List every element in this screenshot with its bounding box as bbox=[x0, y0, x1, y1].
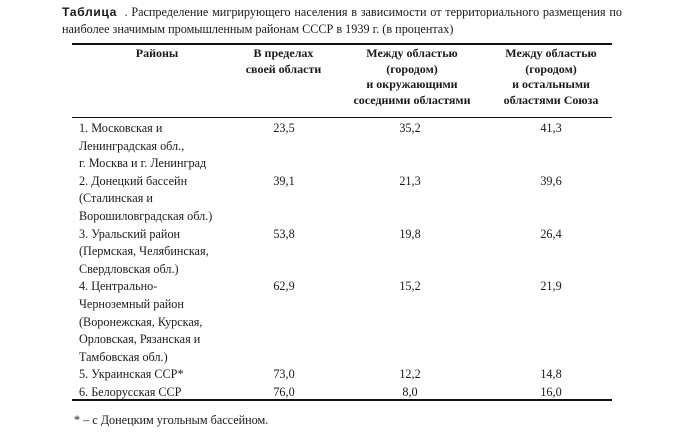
region-name-line: г. Москва и г. Ленинград bbox=[79, 156, 207, 171]
header-line: соседними областями bbox=[353, 92, 471, 107]
region-name: 2. Донецкий бассейн (Сталинская и Ворошило… bbox=[79, 173, 259, 226]
header-line: своей области bbox=[245, 61, 322, 76]
value-within-region: 62,9 bbox=[273, 279, 295, 294]
value-within-region: 23,5 bbox=[273, 121, 295, 135]
region-name-line: (Сталинская и bbox=[79, 191, 153, 206]
region-name: 4. Центрально- Черноземный район (Воронежс… bbox=[79, 278, 259, 366]
region-name-line: 2. Донецкий бассейн bbox=[79, 173, 188, 188]
region-name: 6. Белорусская ССР bbox=[79, 384, 259, 402]
header-line: (городом) bbox=[525, 61, 577, 76]
caption-text: . Распределение мигрирующего населения в… bbox=[62, 5, 622, 36]
value-other-regions: 14,8 bbox=[540, 367, 562, 382]
region-name-line: 3. Уральский район bbox=[79, 226, 181, 241]
header-line: Районы bbox=[135, 46, 179, 60]
value-within-region: 76,0 bbox=[273, 385, 295, 399]
region-name-line: 1. Московская и bbox=[79, 121, 163, 135]
header-line: В пределах bbox=[253, 46, 314, 60]
value-neighbor-regions: 21,3 bbox=[399, 173, 421, 188]
region-name-line: Ворошиловградская обл.) bbox=[79, 208, 213, 223]
region-name-line: Свердловская обл.) bbox=[79, 261, 179, 276]
header-line: и остальными bbox=[512, 77, 590, 91]
value-other-regions: 39,6 bbox=[540, 173, 562, 188]
caption-label: Таблица bbox=[62, 5, 117, 19]
value-neighbor-regions: 8,0 bbox=[402, 385, 418, 399]
header-line: Между областью bbox=[366, 46, 458, 60]
value-within-region: 53,8 bbox=[273, 226, 295, 241]
value-neighbor-regions: 12,2 bbox=[399, 367, 421, 382]
header-other-regions: Между областью (городом) и остальными облас… bbox=[486, 46, 616, 108]
value-other-regions: 21,9 bbox=[540, 279, 562, 294]
region-name: 3. Уральский район (Пермская, Челябинская… bbox=[79, 226, 259, 279]
value-other-regions: 26,4 bbox=[540, 226, 562, 241]
region-name-line: (Воронежская, Курская, bbox=[79, 314, 203, 329]
header-regions: Районы bbox=[72, 46, 242, 62]
region-name: 5. Украинская ССР* bbox=[79, 366, 259, 384]
value-neighbor-regions: 35,2 bbox=[399, 121, 421, 135]
region-name-line: (Пермская, Челябинская, bbox=[79, 244, 209, 259]
region-name: 1. Московская и Ленинградская обл., г. Мос… bbox=[79, 120, 259, 173]
value-other-regions: 16,0 bbox=[540, 385, 562, 399]
table-bottom-rule bbox=[72, 399, 612, 401]
table-footnote: * – с Донецким угольным бассейном. bbox=[74, 413, 269, 427]
header-line: и окружающими bbox=[366, 77, 458, 91]
value-other-regions: 41,3 bbox=[540, 121, 562, 135]
table-header-rule bbox=[72, 117, 612, 118]
header-line: (городом) bbox=[386, 61, 438, 76]
region-name-line: Ленинградская обл., bbox=[79, 138, 185, 153]
header-neighbor-regions: Между областью (городом) и окружающими сосе… bbox=[342, 46, 482, 108]
region-name-line: 6. Белорусская ССР bbox=[79, 385, 182, 399]
table-top-rule bbox=[72, 43, 612, 45]
region-name-line: 4. Центрально- bbox=[79, 279, 158, 294]
value-neighbor-regions: 15,2 bbox=[399, 279, 421, 294]
region-name-line: 5. Украинская ССР* bbox=[79, 367, 184, 382]
region-name-line: Тамбовская обл.) bbox=[79, 349, 168, 364]
value-neighbor-regions: 19,8 bbox=[399, 226, 421, 241]
header-line: Между областью bbox=[505, 46, 597, 60]
region-name-line: Орловская, Рязанская и bbox=[79, 332, 201, 347]
region-name-line: Черноземный район bbox=[79, 296, 184, 311]
table-caption: Таблица . Распределение мигрирующего нас… bbox=[62, 4, 622, 38]
header-line: областями Союза bbox=[503, 92, 599, 107]
value-within-region: 39,1 bbox=[273, 173, 295, 188]
value-within-region: 73,0 bbox=[273, 367, 295, 382]
header-within-region: В пределах своей области bbox=[236, 46, 331, 77]
